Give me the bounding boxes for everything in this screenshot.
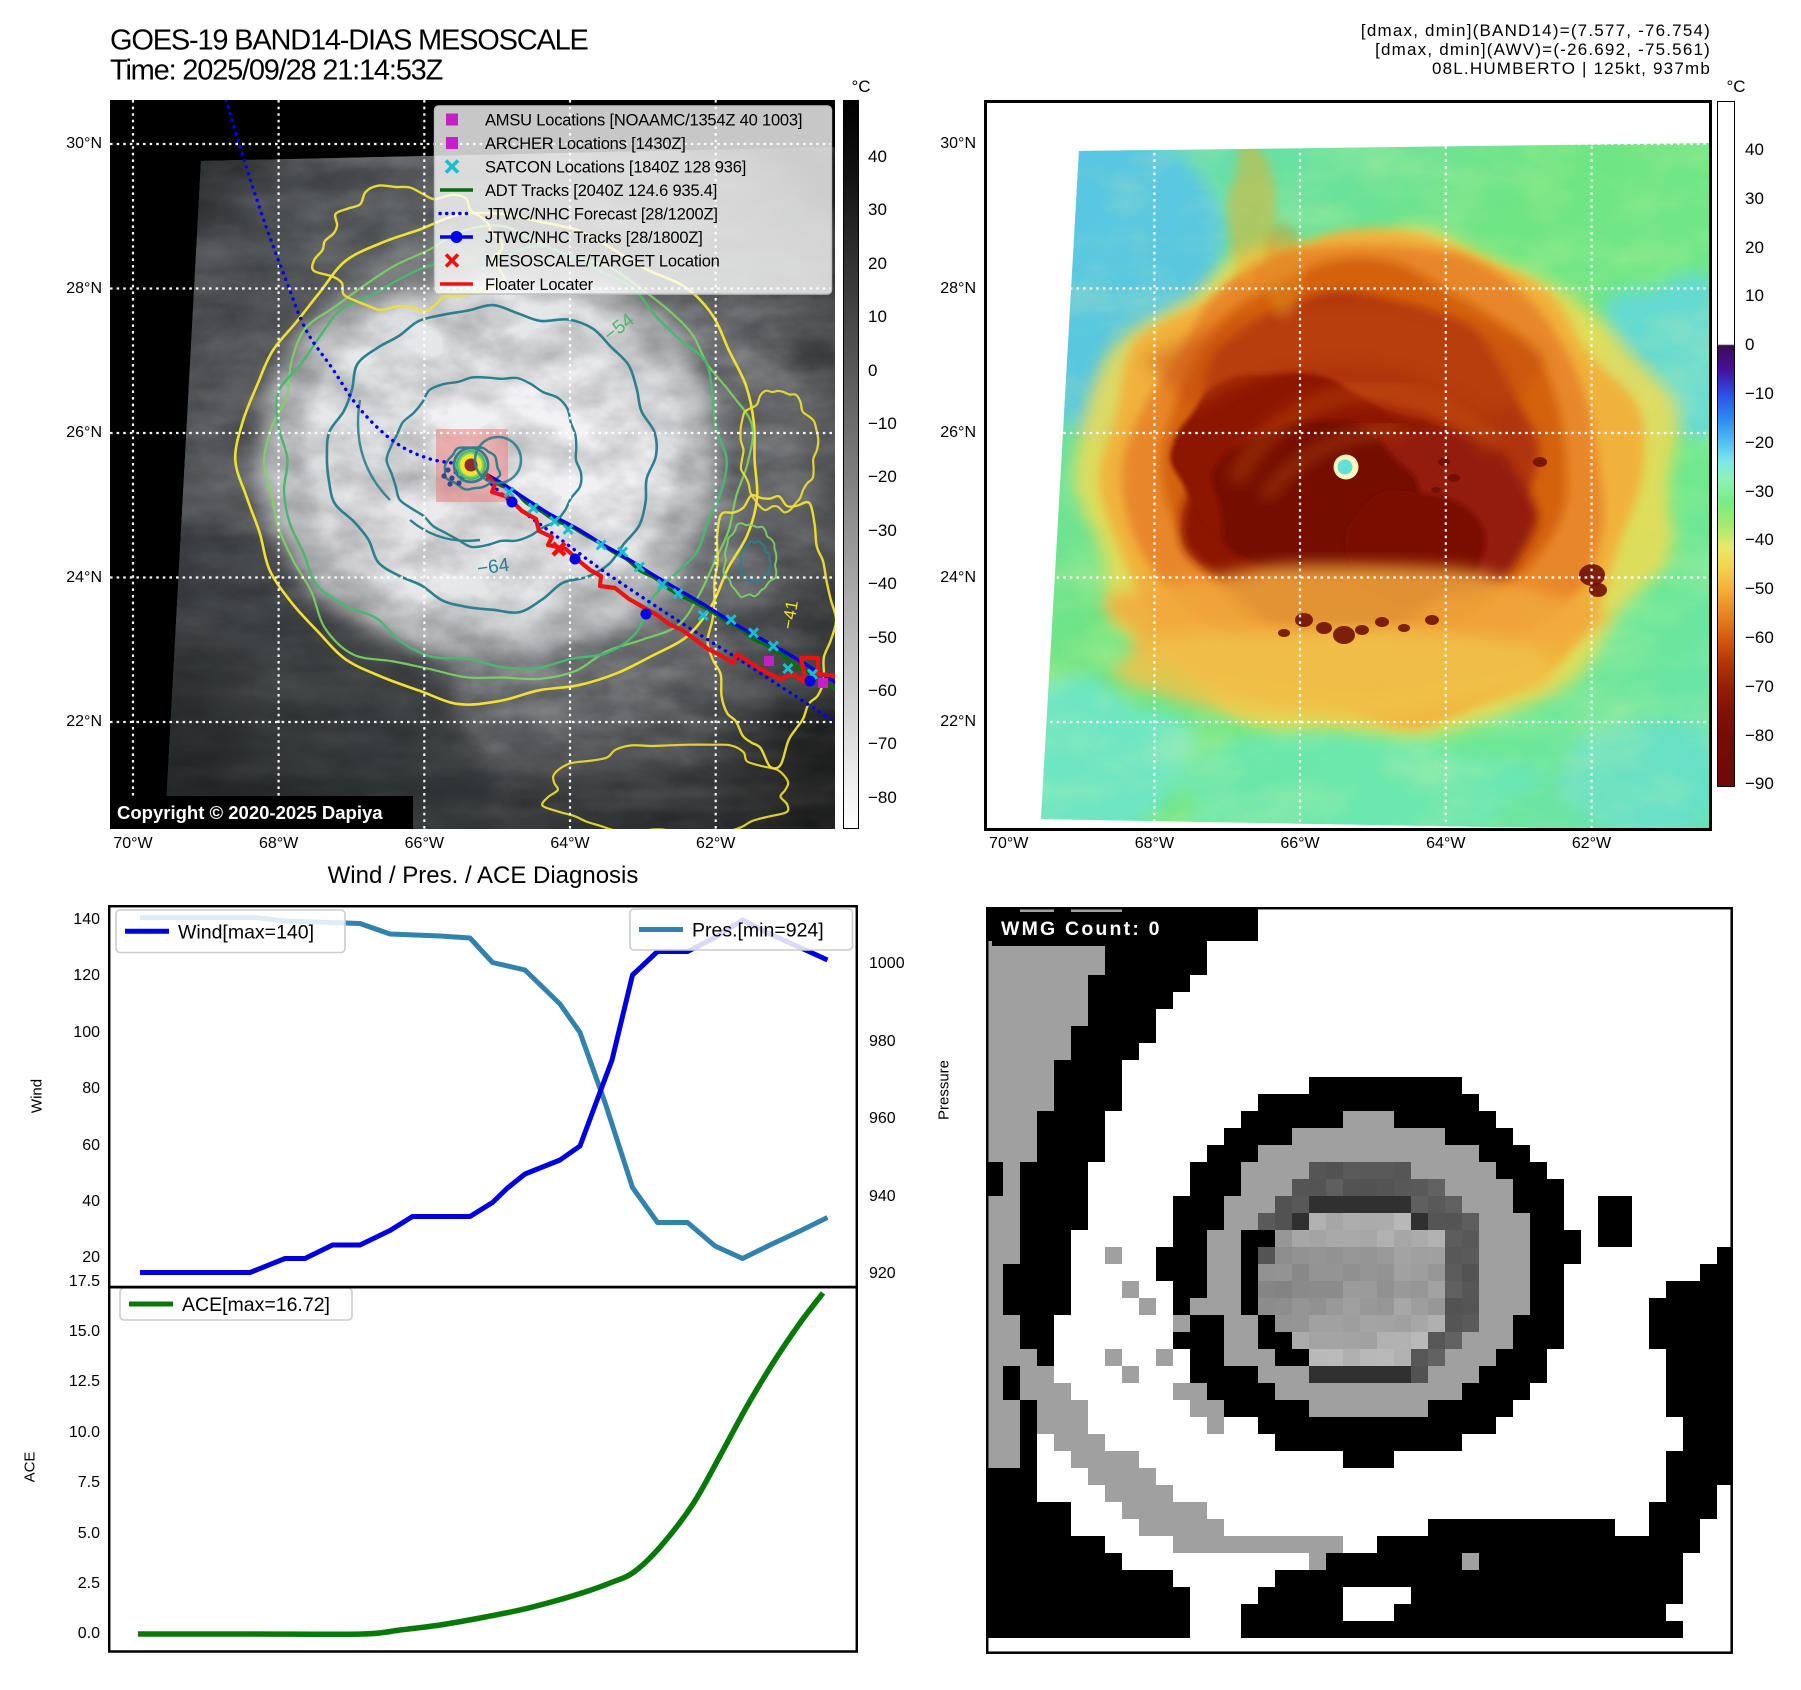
svg-text:AMSU Locations [NOAAMC/1354Z 4: AMSU Locations [NOAAMC/1354Z 40 1003]: [485, 112, 802, 130]
svg-text:ARCHER Locations [1430Z]: ARCHER Locations [1430Z]: [485, 135, 686, 153]
svg-text:Pres.[min=924]: Pres.[min=924]: [692, 920, 824, 942]
svg-text:Floater Locater: Floater Locater: [485, 276, 594, 294]
svg-text:ADT Tracks [2040Z 124.6 935.4]: ADT Tracks [2040Z 124.6 935.4]: [485, 182, 717, 200]
svg-text:WMG Count: 0: WMG Count: 0: [1001, 918, 1162, 940]
svg-text:JTWC/NHC Forecast [28/1200Z]: JTWC/NHC Forecast [28/1200Z]: [485, 206, 718, 224]
svg-text:SATCON Locations [1840Z 128 93: SATCON Locations [1840Z 128 936]: [485, 159, 746, 177]
svg-text:MESOSCALE/TARGET Location: MESOSCALE/TARGET Location: [485, 253, 720, 271]
svg-text:ACE[max=16.72]: ACE[max=16.72]: [182, 1294, 330, 1316]
svg-text:JTWC/NHC Tracks [28/1800Z]: JTWC/NHC Tracks [28/1800Z]: [485, 229, 703, 247]
svg-text:Copyright © 2020-2025 Dapiya: Copyright © 2020-2025 Dapiya: [117, 802, 383, 823]
svg-text:−64: −64: [476, 555, 511, 580]
svg-text:−41: −41: [778, 599, 802, 631]
svg-text:Wind[max=140]: Wind[max=140]: [178, 921, 314, 943]
